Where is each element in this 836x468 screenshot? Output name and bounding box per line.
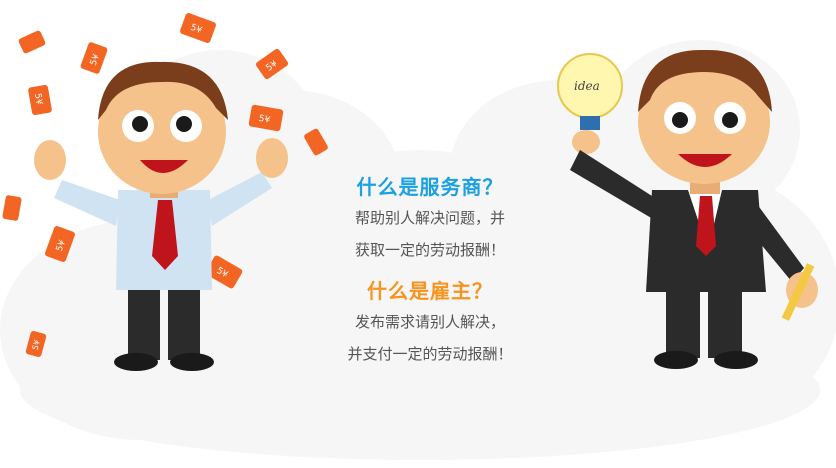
- svg-text:5¥: 5¥: [189, 23, 203, 36]
- svg-text:5¥: 5¥: [258, 114, 271, 126]
- role-descriptions: 什么是服务商？ 帮助别人解决问题，并 获取一定的劳动报酬！ 什么是雇主？ 发布需…: [300, 172, 560, 370]
- svg-text:5¥: 5¥: [31, 339, 42, 351]
- service-provider-line-2: 获取一定的劳动报酬！: [354, 241, 505, 259]
- idea-bulb-icon: idea: [557, 53, 623, 154]
- service-provider-title: 什么是服务商？: [356, 175, 504, 199]
- svg-text:5¥: 5¥: [55, 239, 68, 253]
- employer-figure: idea: [557, 49, 818, 369]
- employer-line-2: 并支付一定的劳动报酬！: [347, 345, 513, 363]
- employer-line-1: 发布需求请别人解决，: [354, 313, 505, 331]
- service-provider-line-1: 帮助别人解决问题，并: [354, 209, 505, 227]
- service-provider-figure: 5¥ 5¥ 5¥ 5¥ 5¥ 5¥ 5¥ 5¥: [2, 13, 328, 371]
- employer-title: 什么是雇主？: [367, 279, 493, 303]
- svg-text:idea: idea: [574, 79, 600, 93]
- svg-text:5¥: 5¥: [32, 93, 44, 106]
- money-notes: 5¥ 5¥ 5¥ 5¥ 5¥ 5¥ 5¥ 5¥: [2, 13, 328, 357]
- svg-text:5¥: 5¥: [89, 53, 102, 67]
